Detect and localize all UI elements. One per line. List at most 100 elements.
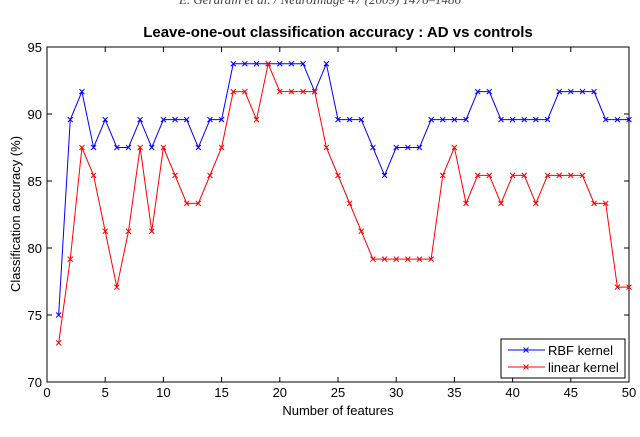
x-tick-label: 10	[156, 385, 170, 400]
data-point	[509, 172, 516, 179]
data-point	[498, 200, 504, 207]
data-point	[486, 172, 493, 179]
data-point	[486, 88, 493, 95]
legend-marker-rbf	[523, 347, 529, 353]
data-point	[591, 88, 597, 95]
data-point	[346, 116, 353, 123]
data-point	[404, 256, 411, 262]
data-point	[393, 256, 400, 262]
data-point	[125, 228, 132, 235]
data-point	[137, 116, 143, 123]
data-point	[300, 60, 306, 67]
data-point	[381, 172, 388, 179]
data-point	[218, 116, 225, 123]
data-point	[579, 88, 586, 95]
data-point	[335, 172, 341, 179]
x-tick-label: 0	[43, 385, 50, 400]
data-point	[230, 88, 237, 95]
data-point	[90, 172, 97, 179]
legend-box	[500, 338, 626, 379]
x-tick-label: 45	[564, 385, 578, 400]
data-point	[79, 144, 85, 151]
data-point	[335, 116, 341, 123]
data-point	[614, 116, 621, 123]
chart-title: Leave-one-out classification accuracy : …	[143, 24, 533, 41]
data-point	[439, 172, 446, 179]
data-point	[276, 60, 283, 67]
data-point	[183, 116, 190, 123]
x-tick-label: 35	[447, 385, 461, 400]
data-point	[533, 116, 539, 123]
data-point	[288, 60, 295, 67]
data-point	[533, 200, 539, 207]
data-point	[253, 60, 260, 67]
data-point	[230, 60, 237, 67]
data-point	[113, 284, 120, 290]
data-point	[498, 116, 504, 123]
data-point	[218, 144, 225, 151]
running-head: E. Gerardin et al. / NeuroImage 47 (2009…	[0, 0, 640, 8]
data-point	[300, 88, 306, 95]
data-point	[207, 172, 213, 179]
x-tick-label: 40	[505, 385, 519, 400]
series-rbf	[55, 60, 632, 318]
legend: RBF kernel linear kernel	[500, 338, 626, 379]
data-point	[521, 116, 528, 123]
data-point	[276, 88, 283, 95]
data-point	[626, 284, 632, 290]
x-tick-label: 50	[622, 385, 636, 400]
data-point	[67, 116, 74, 123]
data-point	[602, 200, 609, 207]
data-point	[381, 256, 388, 262]
data-point	[579, 172, 586, 179]
data-point	[416, 144, 423, 151]
data-point	[451, 116, 458, 123]
data-point	[474, 88, 481, 95]
data-point	[346, 200, 353, 207]
data-point	[55, 312, 62, 318]
data-point	[253, 116, 260, 123]
data-point	[626, 116, 632, 123]
data-point	[591, 200, 597, 207]
data-point	[67, 256, 74, 262]
data-point	[428, 116, 434, 123]
series-line	[58, 62, 629, 343]
data-point	[567, 88, 574, 95]
data-point	[358, 228, 365, 235]
data-point	[183, 200, 190, 207]
data-point	[428, 256, 434, 262]
data-point	[521, 172, 528, 179]
data-point	[404, 144, 411, 151]
data-point	[195, 144, 202, 151]
x-tick-label: 5	[102, 385, 109, 400]
data-point	[160, 116, 167, 123]
data-point	[148, 228, 155, 235]
data-point	[370, 144, 376, 151]
x-tick-label: 25	[331, 385, 345, 400]
data-point	[172, 116, 178, 123]
data-point	[207, 116, 213, 123]
legend-marker-linear	[523, 364, 529, 370]
plot-area	[46, 46, 630, 383]
x-axis-label: Number of features	[282, 403, 394, 418]
data-point	[567, 172, 574, 179]
data-point	[125, 144, 132, 151]
legend-label-rbf: RBF kernel	[548, 343, 613, 358]
y-tick-label: 75	[28, 308, 42, 323]
data-point	[242, 88, 248, 95]
x-tick-label: 20	[273, 385, 287, 400]
data-point	[288, 88, 295, 95]
data-point	[370, 256, 376, 262]
y-tick-label: 90	[28, 107, 42, 122]
series-line	[58, 62, 629, 316]
data-point	[463, 116, 469, 123]
data-point	[474, 172, 481, 179]
data-point	[102, 228, 109, 235]
data-point	[90, 144, 97, 151]
data-point	[509, 116, 516, 123]
data-point	[148, 144, 155, 151]
data-point	[416, 256, 423, 262]
y-tick-label: 80	[28, 241, 42, 256]
data-point	[393, 144, 400, 151]
